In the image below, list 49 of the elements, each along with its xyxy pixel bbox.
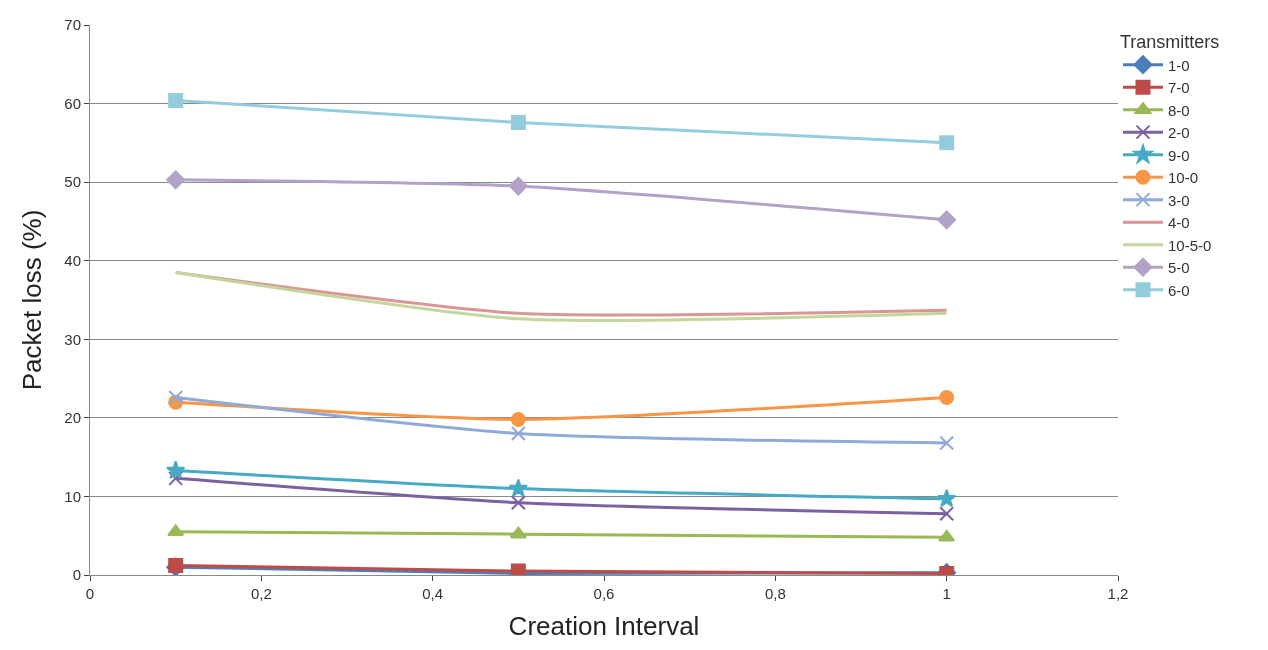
point — [166, 170, 186, 190]
x-tick-label: 0,6 — [593, 585, 615, 602]
legend-title: Transmitters — [1120, 32, 1220, 53]
point — [939, 435, 955, 451]
x-tick-label: 0,8 — [764, 585, 786, 602]
point — [937, 210, 957, 230]
point — [937, 488, 957, 508]
point — [508, 478, 528, 497]
point — [168, 389, 184, 405]
y-tick-label: 50 — [64, 173, 81, 191]
point — [508, 176, 528, 196]
legend-label: 9-0 — [1168, 146, 1190, 164]
legend-label: 4-0 — [1168, 214, 1190, 231]
legend-label: 10-0 — [1168, 169, 1199, 186]
legend-label: 10-5-0 — [1168, 236, 1212, 254]
x-tick-label: 1 — [942, 585, 951, 602]
y-tick-label: 0 — [72, 566, 81, 584]
point — [509, 526, 527, 539]
y-tick-label: 60 — [64, 94, 81, 112]
x-axis-title: Creation Interval — [508, 610, 700, 641]
y-tick-label: 30 — [64, 330, 81, 348]
point — [510, 426, 526, 442]
point — [938, 529, 956, 542]
y-tick-label: 10 — [64, 487, 81, 505]
y-tick-label: 20 — [64, 409, 81, 427]
legend-label: 6-0 — [1168, 281, 1190, 299]
legend-label: 7-0 — [1168, 79, 1190, 96]
x-tick-label: 0,4 — [422, 585, 444, 602]
point — [167, 524, 185, 537]
x-tick-label: 0 — [85, 585, 95, 602]
y-axis-title: Packet loss (%) — [16, 209, 47, 391]
y-tick-label: 40 — [64, 251, 81, 269]
point — [510, 495, 526, 511]
legend-label: 1-0 — [1168, 56, 1190, 74]
point — [510, 411, 526, 427]
legend-label: 2-0 — [1168, 124, 1190, 141]
legend-label: 5-0 — [1168, 259, 1190, 276]
point — [939, 389, 955, 405]
legend-label: 3-0 — [1168, 191, 1190, 209]
x-tick-label: 0,2 — [250, 585, 272, 602]
point — [510, 114, 526, 130]
y-tick-label: 70 — [64, 16, 81, 34]
point — [939, 135, 955, 151]
point — [166, 460, 186, 479]
legend-label: 8-0 — [1168, 101, 1190, 119]
point — [168, 470, 184, 486]
x-tick-label: 1,2 — [1107, 585, 1129, 602]
point — [168, 92, 184, 108]
point — [939, 506, 955, 522]
